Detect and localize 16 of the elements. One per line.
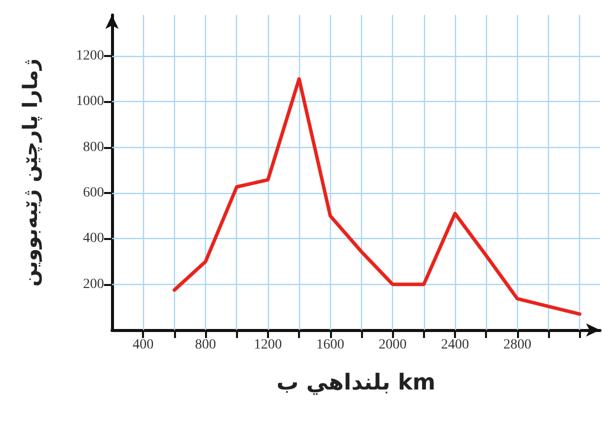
x-tick-label: 2800 (503, 338, 532, 352)
y-tick-label: 400 (83, 231, 104, 246)
y-tick-label: 1200 (76, 48, 104, 64)
x-tick-label: 800 (195, 338, 216, 352)
y-axis-title: ژمارا پارچێن ژێبەبووین (18, 58, 42, 287)
y-tick-label: 800 (83, 140, 104, 155)
x-tick-label: 1200 (254, 338, 282, 352)
line-series (172, 77, 582, 316)
x-tick-label: 1600 (316, 338, 344, 352)
x-tick-label: 2000 (378, 338, 407, 352)
y-tick-label: 200 (83, 276, 104, 292)
x-axis-title: بلنداهي ب km (276, 370, 436, 396)
y-tick-label: 600 (83, 186, 104, 201)
x-tick-label: 400 (132, 338, 154, 352)
y-tick-label: 1000 (76, 94, 104, 110)
x-tick-label: 2400 (441, 338, 470, 352)
